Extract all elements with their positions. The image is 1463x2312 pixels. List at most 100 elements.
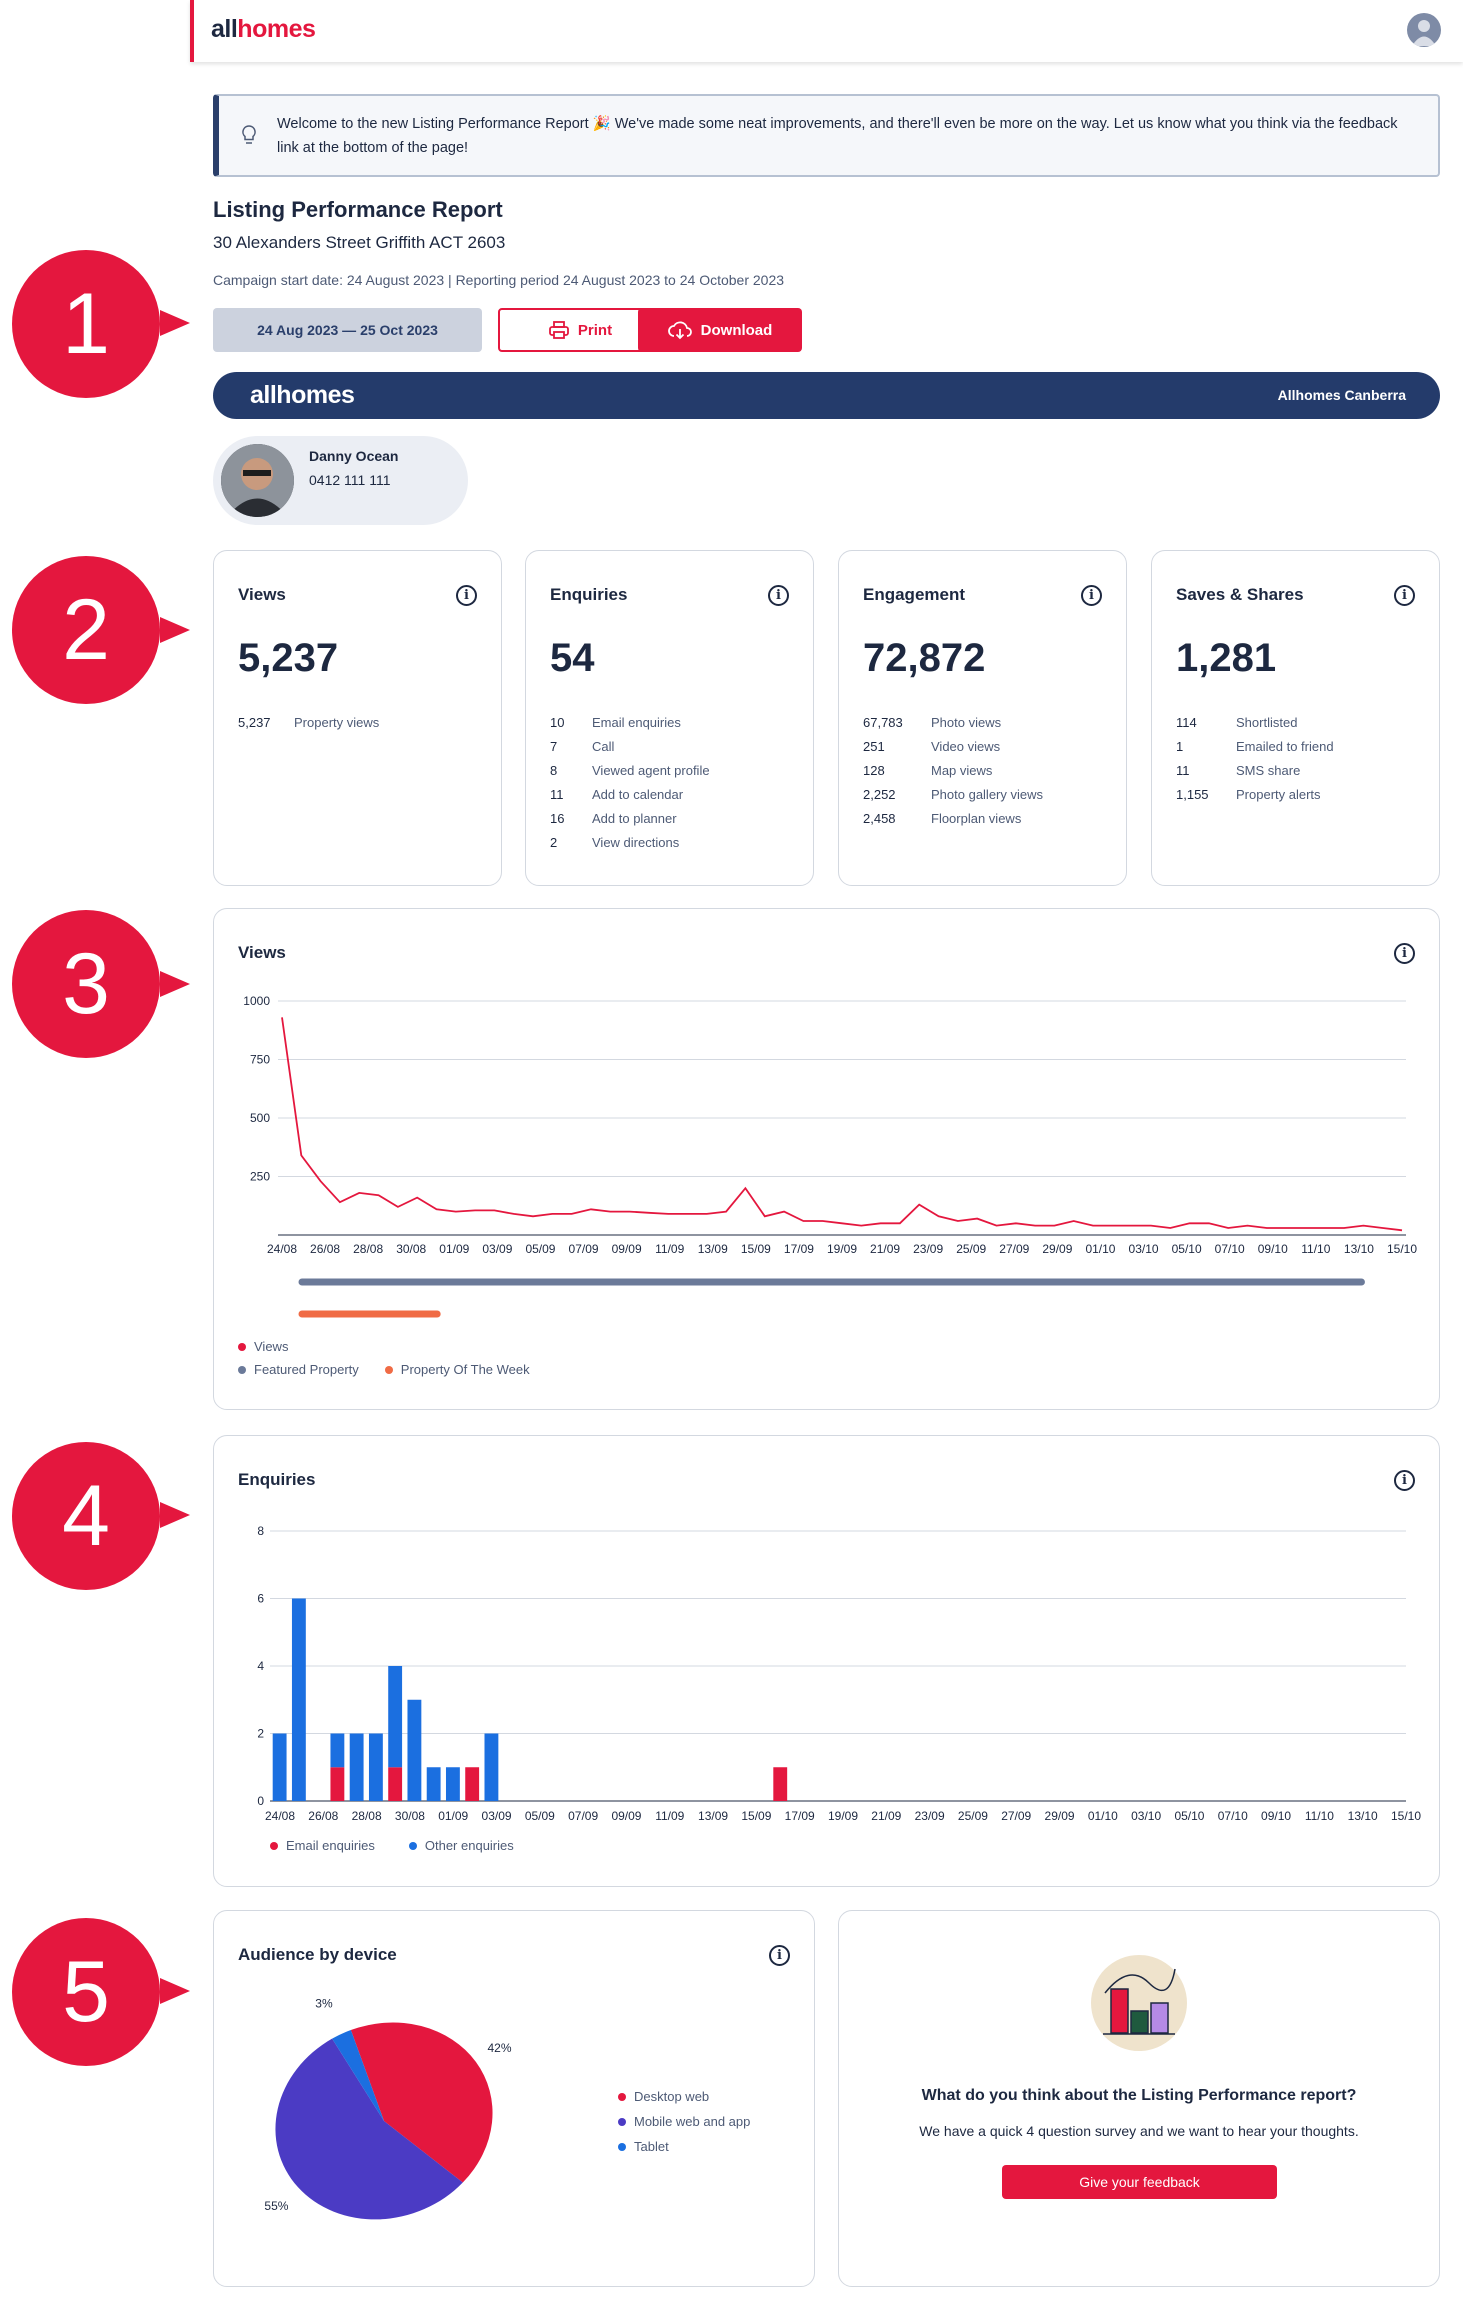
legend-views[interactable]: Views — [238, 1339, 530, 1354]
pie-value-label: 3% — [315, 1997, 333, 2011]
legend-featured-property[interactable]: Featured Property — [238, 1362, 359, 1377]
other-enquiries-bar — [330, 1733, 345, 1768]
x-tick-label: 25/09 — [958, 1809, 988, 1823]
x-tick-label: 11/09 — [655, 1809, 684, 1823]
info-icon[interactable]: i — [1394, 943, 1415, 964]
x-tick-label: 07/10 — [1215, 1242, 1245, 1256]
stat-value: 1,281 — [1176, 636, 1277, 680]
lightbulb-icon — [242, 125, 256, 144]
x-tick-label: 27/09 — [999, 1242, 1029, 1256]
x-tick-label: 01/09 — [438, 1809, 468, 1823]
views-chart-card: Views i 1000 750 500 250 24/08 26/08 28/08 30/0… — [213, 908, 1440, 1410]
give-feedback-button[interactable]: Give your feedback — [1002, 2165, 1277, 2199]
x-tick-label: 21/09 — [871, 1809, 901, 1823]
stat-value: 54 — [550, 636, 595, 680]
agent-phone[interactable]: 0412 111 111 — [309, 472, 391, 488]
y-tick-label: 2 — [257, 1727, 264, 1741]
info-icon[interactable]: i — [769, 1945, 790, 1966]
other-enquiries-bar — [349, 1733, 364, 1801]
x-tick-label: 28/08 — [353, 1242, 383, 1256]
x-tick-label: 05/10 — [1174, 1809, 1204, 1823]
x-tick-label: 19/09 — [827, 1242, 857, 1256]
info-icon[interactable]: i — [768, 585, 789, 606]
x-tick-label: 03/09 — [482, 1242, 512, 1256]
enquiries-bar-chart: 8 6 4 2 024/08 26/08 28/08 30/08 01/09 03/09 05/09… — [257, 1524, 1421, 1823]
legend-property-of-the-week[interactable]: Property Of The Week — [384, 1362, 530, 1377]
date-range-picker[interactable]: 24 Aug 2023 — 25 Oct 2023 — [213, 308, 482, 352]
page-title: Listing Performance Report — [213, 197, 503, 222]
agency-name: Allhomes Canberra — [1277, 387, 1406, 403]
other-enquiries-bar — [445, 1767, 460, 1801]
enquiries-legend: Email enquiries Other enquiries — [270, 1838, 514, 1853]
legend-tablet[interactable]: Tablet — [618, 2139, 750, 2154]
x-tick-label: 11/09 — [655, 1242, 684, 1256]
annotation-arrow-3 — [160, 971, 190, 997]
email-enquiries-bar — [330, 1767, 345, 1801]
x-tick-label: 24/08 — [267, 1242, 297, 1256]
agent-card: Danny Ocean 0412 111 111 — [213, 436, 468, 525]
email-enquiries-bar — [388, 1767, 403, 1801]
stat-breakdown: 10 Email enquiries 7 Call 8 Viewed agent pr… — [550, 715, 710, 850]
agency-bar: allhomes Allhomes Canberra — [213, 372, 1440, 419]
cloud-download-icon — [667, 321, 692, 340]
x-tick-label: 13/09 — [698, 1242, 728, 1256]
x-tick-label: 05/10 — [1172, 1242, 1202, 1256]
x-tick-label: 01/10 — [1088, 1809, 1118, 1823]
other-enquiries-bar — [291, 1598, 306, 1801]
info-icon[interactable]: i — [456, 585, 477, 606]
x-tick-label: 07/09 — [568, 1809, 598, 1823]
x-tick-label: 07/10 — [1218, 1809, 1248, 1823]
info-icon[interactable]: i — [1394, 585, 1415, 606]
property-address: 30 Alexanders Street Griffith ACT 2603 — [213, 233, 506, 252]
y-tick-label: 0 — [257, 1794, 264, 1808]
x-tick-label: 29/09 — [1045, 1809, 1075, 1823]
feedback-subtitle: We have a quick 4 question survey and we… — [919, 2123, 1359, 2139]
download-button[interactable]: Download — [638, 308, 802, 352]
legend-mobile-web-and-app[interactable]: Mobile web and app — [618, 2114, 750, 2129]
views-stat-card: Views i 5,237 5,237 Property views — [213, 550, 502, 886]
x-tick-label: 28/08 — [352, 1809, 382, 1823]
annotation-4: 4 — [12, 1442, 160, 1590]
annotation-1: 1 — [12, 250, 160, 398]
legend-email-enquiries[interactable]: Email enquiries — [270, 1838, 375, 1853]
device-pie-chart: 42% 55% 3% — [264, 1997, 512, 2220]
top-bar: allhomes — [190, 0, 1463, 62]
x-tick-label: 11/10 — [1301, 1242, 1330, 1256]
x-tick-label: 29/09 — [1042, 1242, 1072, 1256]
welcome-banner: Welcome to the new Listing Performance R… — [213, 94, 1440, 177]
x-tick-label: 09/09 — [611, 1809, 641, 1823]
x-tick-label: 15/09 — [741, 1809, 771, 1823]
chart-illustration-icon — [1091, 1955, 1187, 2051]
x-tick-label: 03/09 — [482, 1809, 512, 1823]
annotation-3: 3 — [12, 910, 160, 1058]
annotation-arrow-5 — [160, 1978, 190, 2004]
engagement-stat-card: Engagement i 72,872 67,783 Photo views 25… — [838, 550, 1127, 886]
x-tick-label: 03/10 — [1129, 1242, 1159, 1256]
stat-breakdown: 5,237 Property views — [238, 715, 380, 730]
x-tick-label: 05/09 — [525, 1809, 555, 1823]
x-tick-label: 23/09 — [913, 1242, 943, 1256]
agent-name: Danny Ocean — [309, 448, 399, 464]
legend-other-enquiries[interactable]: Other enquiries — [408, 1838, 514, 1853]
info-icon[interactable]: i — [1394, 1470, 1415, 1491]
annotation-arrow-1 — [160, 310, 190, 336]
x-tick-label: 13/10 — [1344, 1242, 1374, 1256]
annotation-5: 5 — [12, 1918, 160, 2066]
pie-slice-tablet — [332, 2030, 384, 2121]
legend-desktop-web[interactable]: Desktop web — [618, 2089, 750, 2104]
views-line-chart: 1000 750 500 250 24/08 26/08 28/08 30/08 01/09 03… — [243, 994, 1417, 1318]
x-tick-label: 25/09 — [956, 1242, 986, 1256]
views-line — [281, 1017, 1403, 1232]
info-icon[interactable]: i — [1081, 585, 1102, 606]
print-button[interactable]: Print — [498, 308, 663, 352]
pie-legend: Desktop web Mobile web and app Tablet — [618, 2089, 750, 2154]
other-enquiries-bar — [426, 1767, 441, 1801]
y-tick-label: 750 — [250, 1053, 270, 1067]
x-tick-label: 21/09 — [870, 1242, 900, 1256]
pie-value-label: 55% — [264, 2199, 288, 2213]
allhomes-logo[interactable]: allhomes — [211, 15, 316, 43]
x-tick-label: 05/09 — [525, 1242, 555, 1256]
user-avatar-icon[interactable] — [1407, 13, 1441, 47]
pie-value-label: 42% — [488, 2041, 512, 2055]
x-tick-label: 09/09 — [612, 1242, 642, 1256]
